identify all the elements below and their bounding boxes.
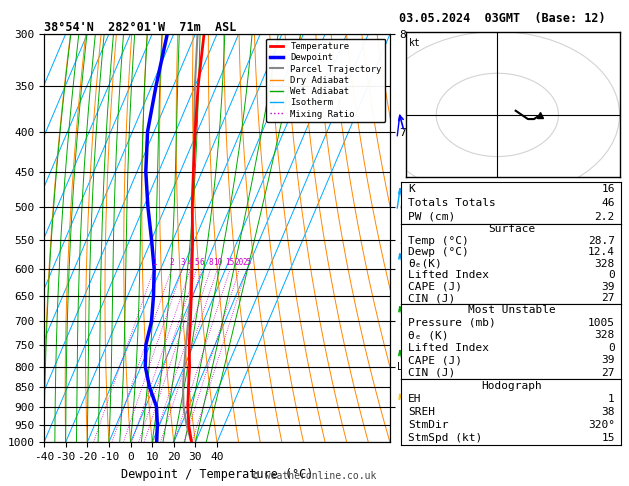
Text: 38°54'N  282°01'W  71m  ASL: 38°54'N 282°01'W 71m ASL [44,21,237,34]
Text: θₑ(K): θₑ(K) [408,259,442,269]
Text: 328: 328 [594,330,615,340]
Text: 0: 0 [608,270,615,280]
Text: StmDir: StmDir [408,420,448,430]
Text: Pressure (mb): Pressure (mb) [408,317,496,328]
Text: 15: 15 [225,259,235,267]
Text: 12.4: 12.4 [588,247,615,257]
Text: 1005: 1005 [588,317,615,328]
Text: CIN (J): CIN (J) [408,368,455,378]
Text: CAPE (J): CAPE (J) [408,355,462,365]
Text: Totals Totals: Totals Totals [408,198,496,208]
Text: 25: 25 [242,259,252,267]
Text: 15: 15 [601,433,615,443]
Text: 27: 27 [601,293,615,303]
Text: 10: 10 [213,259,222,267]
Text: CIN (J): CIN (J) [408,293,455,303]
Text: LCL: LCL [397,362,415,372]
Text: kt: kt [409,38,421,48]
Text: 28.7: 28.7 [588,236,615,246]
Text: 3: 3 [180,259,185,267]
Text: CAPE (J): CAPE (J) [408,281,462,292]
Text: StmSpd (kt): StmSpd (kt) [408,433,482,443]
Text: 8: 8 [208,259,213,267]
Text: 20: 20 [235,259,244,267]
Text: 5: 5 [194,259,199,267]
Text: K: K [408,184,415,194]
Text: 6: 6 [199,259,204,267]
Text: 03.05.2024  03GMT  (Base: 12): 03.05.2024 03GMT (Base: 12) [399,12,606,25]
Text: θₑ (K): θₑ (K) [408,330,448,340]
Text: 2.2: 2.2 [594,212,615,222]
Y-axis label: hPa: hPa [0,227,2,249]
Text: 46: 46 [601,198,615,208]
Text: 38: 38 [601,407,615,417]
Text: 1: 1 [152,259,157,267]
Legend: Temperature, Dewpoint, Parcel Trajectory, Dry Adiabat, Wet Adiabat, Isotherm, Mi: Temperature, Dewpoint, Parcel Trajectory… [266,38,386,122]
Text: Dewp (°C): Dewp (°C) [408,247,469,257]
Text: Most Unstable: Most Unstable [467,305,555,315]
Text: PW (cm): PW (cm) [408,212,455,222]
Text: 16: 16 [601,184,615,194]
Text: 4: 4 [188,259,192,267]
Y-axis label: km
ASL: km ASL [423,217,440,238]
Text: © weatheronline.co.uk: © weatheronline.co.uk [253,471,376,481]
Text: 1: 1 [608,394,615,404]
X-axis label: Dewpoint / Temperature (°C): Dewpoint / Temperature (°C) [121,468,313,481]
Text: 0: 0 [608,343,615,353]
Text: 39: 39 [601,355,615,365]
Text: 2: 2 [169,259,174,267]
Text: 39: 39 [601,281,615,292]
Text: Lifted Index: Lifted Index [408,343,489,353]
Text: SREH: SREH [408,407,435,417]
Text: 328: 328 [594,259,615,269]
Text: Surface: Surface [487,224,535,234]
Text: 27: 27 [601,368,615,378]
Text: EH: EH [408,394,421,404]
Text: Temp (°C): Temp (°C) [408,236,469,246]
Text: Hodograph: Hodograph [481,381,542,391]
Text: 320°: 320° [588,420,615,430]
Text: Lifted Index: Lifted Index [408,270,489,280]
